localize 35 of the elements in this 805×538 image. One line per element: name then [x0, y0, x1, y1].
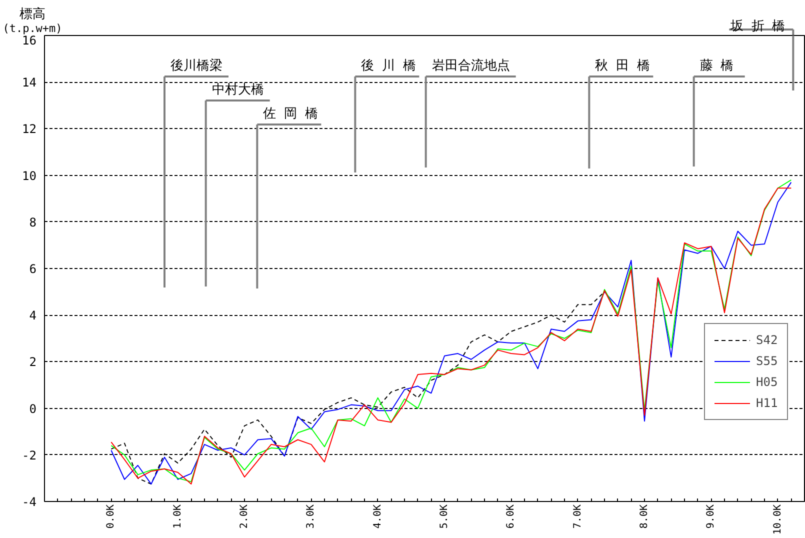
x-tick-label: 4.0K [372, 504, 384, 529]
y-tick-label: -2 [22, 448, 37, 462]
y-tick-label: -4 [22, 495, 37, 509]
x-tick-label: 5.0K [439, 504, 450, 529]
y-axis-title: 標高 (t.p.w+m) [2, 6, 62, 35]
ref-line-label: 後川橋梁 [170, 58, 222, 74]
ref-line-label: 岩田合流地点 [432, 58, 510, 74]
legend-label: S42 [756, 333, 778, 347]
x-tick-label: 7.0K [572, 504, 584, 529]
ref-line-label: 藤 橋 [700, 58, 734, 74]
y-tick-label: 16 [22, 34, 37, 48]
y-tick-label: 4 [29, 308, 37, 323]
y-tick-label: 10 [22, 168, 37, 183]
legend-label: S55 [756, 354, 778, 368]
y-tick-label: 2 [29, 355, 37, 370]
x-tick-label: 9.0K [706, 504, 717, 529]
y-tick-label: 6 [29, 262, 37, 276]
x-tick-label: 3.0K [306, 504, 317, 529]
ref-line-label: 後 川 橋 [361, 58, 416, 74]
y-tick-label: 8 [29, 215, 37, 230]
x-tick-label: 2.0K [239, 504, 250, 529]
y-tick-label: 0 [29, 402, 37, 416]
ref-line-label: 坂 折 橋 [730, 19, 786, 34]
x-tick-label: 1.0K [172, 504, 184, 529]
x-tick-label: 6.0K [506, 504, 517, 529]
legend-label: H11 [756, 396, 778, 410]
ref-line-label: 秋 田 橋 [595, 58, 650, 74]
y-tick-label: 12 [22, 122, 37, 136]
x-tick-label: 8.0K [639, 504, 650, 529]
ref-line-label: 佐 岡 橋 [263, 106, 318, 122]
x-tick-label: 0.0K [106, 504, 117, 529]
y-tick-label: 14 [22, 76, 37, 90]
ref-line-label: 中村大橋 [212, 82, 264, 98]
x-tick-label: 10.0K [772, 504, 784, 535]
legend-label: H05 [756, 375, 778, 389]
